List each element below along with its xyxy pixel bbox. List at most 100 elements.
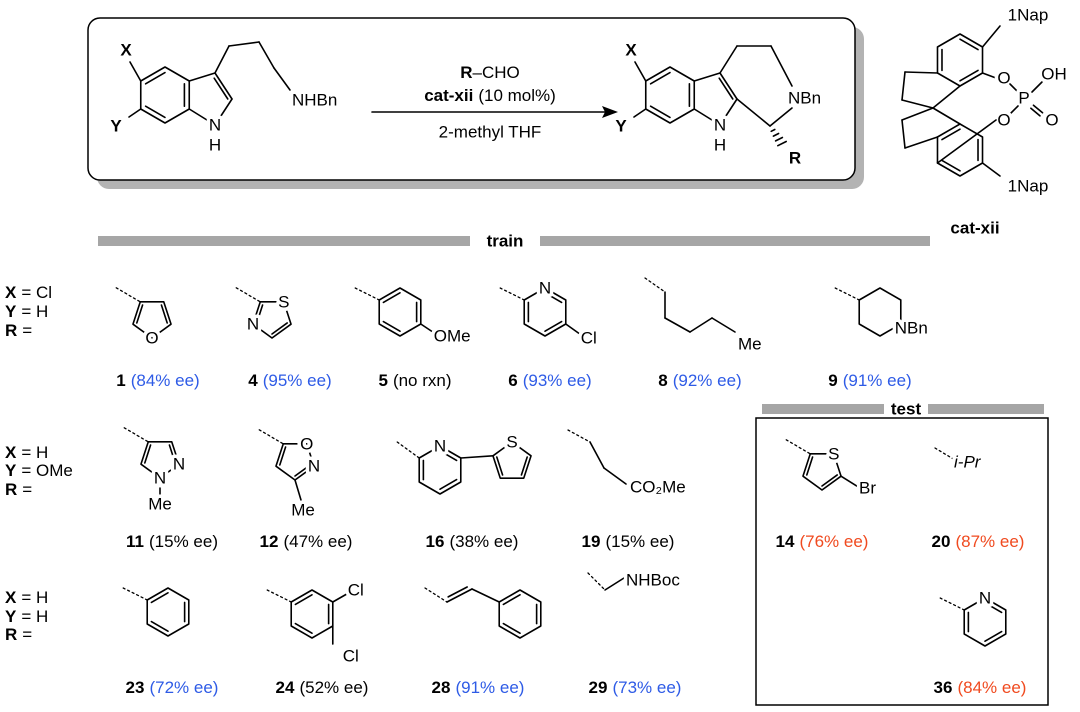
test-box bbox=[755, 417, 1049, 706]
bond bbox=[122, 587, 148, 601]
atom-label: O bbox=[145, 329, 158, 348]
bond bbox=[544, 320, 563, 333]
bond bbox=[144, 71, 166, 85]
atom-label: N bbox=[714, 116, 726, 135]
condition-key: R bbox=[5, 625, 17, 644]
compound-result: (72% ee) bbox=[149, 678, 218, 697]
bond bbox=[939, 597, 965, 611]
bond bbox=[144, 105, 166, 119]
atom-label: NBn bbox=[788, 89, 821, 108]
bond bbox=[228, 41, 260, 47]
train-bar bbox=[540, 236, 930, 246]
train-bar bbox=[98, 236, 470, 246]
compound-number: 23 bbox=[126, 678, 145, 697]
condition-value: = bbox=[22, 480, 32, 499]
condition-key: R bbox=[5, 321, 17, 340]
bond bbox=[901, 99, 934, 109]
ring bbox=[252, 301, 292, 339]
bond bbox=[785, 439, 811, 455]
compound-result: (15% ee) bbox=[605, 532, 674, 551]
bond bbox=[520, 456, 529, 476]
ring bbox=[146, 587, 190, 637]
bond bbox=[273, 67, 291, 91]
ring bbox=[802, 453, 842, 491]
atom-label: Br bbox=[859, 479, 876, 498]
bond bbox=[634, 61, 647, 82]
bond bbox=[567, 429, 591, 443]
reagent-group: R bbox=[460, 63, 472, 82]
atom-label: S bbox=[506, 433, 517, 452]
compound-result: (38% ee) bbox=[449, 532, 518, 551]
condition: R = bbox=[5, 321, 32, 340]
train-label: train bbox=[487, 232, 524, 251]
condition-value: = H bbox=[21, 607, 48, 626]
bond bbox=[214, 72, 233, 100]
condition: X = H bbox=[5, 443, 48, 462]
atom-label: i-Pr bbox=[954, 453, 982, 472]
atom-label: N bbox=[247, 315, 259, 334]
compound-label: 8 (92% ee) bbox=[658, 371, 741, 390]
condition: Y = H bbox=[5, 302, 48, 321]
compound-number: 19 bbox=[582, 532, 601, 551]
bond bbox=[331, 593, 348, 603]
atom-label: Me bbox=[738, 335, 762, 354]
condition-value: = H bbox=[21, 588, 48, 607]
compound-result: (87% ee) bbox=[955, 532, 1024, 551]
bond bbox=[129, 61, 142, 82]
bond bbox=[255, 304, 264, 324]
bond bbox=[502, 593, 521, 606]
atom-label: H bbox=[209, 136, 221, 155]
ring bbox=[498, 589, 542, 639]
atom-label: N bbox=[308, 457, 320, 476]
atom-label: N bbox=[173, 455, 185, 474]
compound-label: 5 (no rxn) bbox=[378, 371, 451, 390]
reagent: R–CHO bbox=[460, 63, 520, 82]
compound-result: (73% ee) bbox=[612, 678, 681, 697]
atom-label: N bbox=[539, 279, 551, 298]
atom-label: Me bbox=[148, 495, 172, 514]
bond bbox=[649, 71, 671, 85]
bond bbox=[214, 98, 233, 126]
compound-result: (95% ee) bbox=[263, 371, 332, 390]
bond bbox=[959, 69, 979, 82]
bond bbox=[932, 107, 961, 125]
bond bbox=[959, 38, 979, 51]
compound-number: 20 bbox=[932, 532, 951, 551]
bond bbox=[805, 456, 814, 476]
compound-label: 6 (93% ee) bbox=[508, 371, 591, 390]
compound-label: 29 (73% ee) bbox=[589, 678, 682, 697]
compound-number: 24 bbox=[276, 678, 295, 697]
bond bbox=[446, 588, 473, 603]
arrow-head bbox=[602, 106, 618, 118]
compound-number: 16 bbox=[426, 532, 445, 551]
compound-number: 12 bbox=[260, 532, 279, 551]
compound-label: 19 (15% ee) bbox=[582, 532, 675, 551]
bond bbox=[188, 72, 216, 82]
condition-key: X bbox=[5, 588, 17, 607]
atom-label: NHBoc bbox=[626, 571, 680, 590]
bond bbox=[382, 291, 401, 304]
condition: R = bbox=[5, 480, 32, 499]
atom-label: Y bbox=[615, 117, 627, 136]
compound-label: 20 (87% ee) bbox=[932, 532, 1025, 551]
bond bbox=[693, 72, 721, 82]
bond bbox=[495, 456, 504, 476]
atom-label: N bbox=[434, 437, 446, 456]
bond bbox=[278, 446, 287, 466]
compound-result: (93% ee) bbox=[523, 371, 592, 390]
test-bar bbox=[762, 404, 884, 414]
condition-key: X bbox=[5, 443, 17, 462]
bond bbox=[258, 41, 275, 69]
ring bbox=[418, 445, 462, 495]
bond bbox=[711, 317, 736, 333]
atom-label: Cl bbox=[343, 647, 359, 666]
condition-key: X bbox=[5, 283, 17, 302]
bond bbox=[941, 159, 961, 172]
condition-value: = bbox=[22, 625, 32, 644]
bond bbox=[834, 287, 860, 301]
compound-label: 4 (95% ee) bbox=[248, 371, 331, 390]
bond bbox=[719, 45, 738, 74]
atom-label: Cl bbox=[581, 329, 597, 348]
